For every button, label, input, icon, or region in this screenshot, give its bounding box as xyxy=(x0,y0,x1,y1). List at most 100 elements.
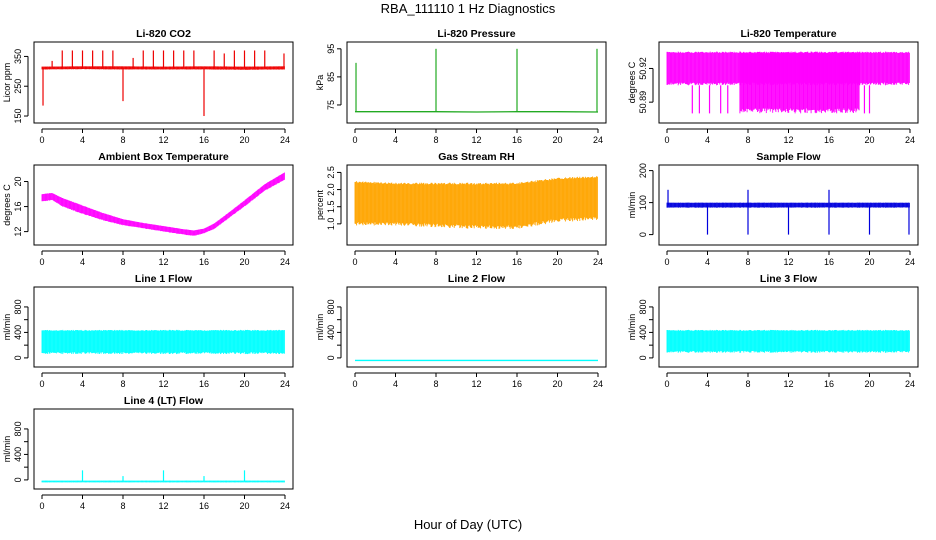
y-tick-label: 100 xyxy=(638,195,648,210)
y-tick-label: 200 xyxy=(638,163,648,178)
plot-frame xyxy=(346,41,607,124)
panel-line1-flow: Line 1 Flow ml/min 0 4 8 12 16 20 24 0 400 800 xyxy=(2,273,294,389)
x-tick-label: 24 xyxy=(593,257,603,267)
x-tick-label: 12 xyxy=(158,379,168,389)
x-tick-label: 4 xyxy=(80,501,85,511)
x-tick-label: 0 xyxy=(664,135,669,145)
panel-title: Li-820 Pressure xyxy=(437,28,515,40)
y-tick-label: 0 xyxy=(13,355,23,360)
y-tick-label: 0 xyxy=(638,232,648,237)
y-tick-label: 12 xyxy=(13,227,23,237)
x-tick-label: 8 xyxy=(433,135,438,145)
x-tick-label: 20 xyxy=(552,257,562,267)
panel-title: Li-820 CO2 xyxy=(136,28,191,40)
x-tick-label: 16 xyxy=(512,379,522,389)
y-tick-label: 400 xyxy=(326,325,336,340)
y-axis-label: ml/min xyxy=(627,192,637,219)
y-tick-label: 350 xyxy=(13,49,23,64)
y-tick-label: 95 xyxy=(326,44,336,54)
y-axis-label: ml/min xyxy=(2,314,12,341)
data-layer xyxy=(41,172,285,236)
x-tick-label: 16 xyxy=(824,379,834,389)
x-tick-label: 20 xyxy=(864,379,874,389)
x-tick-label: 0 xyxy=(39,257,44,267)
x-tick-label: 24 xyxy=(905,379,915,389)
panel-title: Line 4 (LT) Flow xyxy=(124,395,204,407)
x-tick-label: 24 xyxy=(280,135,290,145)
x-tick-label: 12 xyxy=(158,257,168,267)
plot-frame xyxy=(658,286,919,368)
x-tick-label: 12 xyxy=(783,135,793,145)
panel-title: Sample Flow xyxy=(756,151,821,163)
x-tick-label: 4 xyxy=(80,379,85,389)
panel-line2-flow: Line 2 Flow ml/min 0 4 8 12 16 20 24 0 400 800 xyxy=(315,273,607,389)
panel-sample-flow: Sample Flow ml/min 0 4 8 12 16 20 24 0 100 200 xyxy=(627,151,919,267)
x-tick-label: 16 xyxy=(199,135,209,145)
x-tick-label: 12 xyxy=(471,379,481,389)
x-tick-label: 12 xyxy=(158,135,168,145)
y-tick-label: 0 xyxy=(13,477,23,482)
plot-frame xyxy=(658,41,919,124)
x-tick-label: 16 xyxy=(512,257,522,267)
x-tick-label: 8 xyxy=(120,135,125,145)
x-tick-label: 16 xyxy=(199,379,209,389)
y-tick-label: 2.0 xyxy=(326,183,336,196)
x-tick-label: 4 xyxy=(80,257,85,267)
x-tick-label: 20 xyxy=(239,135,249,145)
x-tick-label: 20 xyxy=(552,379,562,389)
plot-frame xyxy=(346,286,607,368)
data-layer xyxy=(355,48,599,113)
plot-frame xyxy=(33,164,294,246)
x-tick-label: 4 xyxy=(393,379,398,389)
x-tick-label: 12 xyxy=(471,257,481,267)
y-tick-label: 400 xyxy=(638,325,648,340)
y-tick-label: 0 xyxy=(638,355,648,360)
panel-co2: Li-820 CO2 Licor ppm 0 4 8 12 16 20 24 150 250 350 xyxy=(2,28,294,145)
y-axis-label: degrees C xyxy=(627,61,637,103)
panel-rh: Gas Stream RH percent 0 4 8 12 16 20 24 1.0 1.5 2.0… xyxy=(315,151,607,267)
x-tick-label: 24 xyxy=(593,135,603,145)
x-tick-label: 4 xyxy=(393,135,398,145)
x-tick-label: 24 xyxy=(905,135,915,145)
y-axis-label: ml/min xyxy=(315,314,325,341)
x-tick-label: 0 xyxy=(664,257,669,267)
panel-title: Gas Stream RH xyxy=(438,151,514,163)
plot-frame xyxy=(33,286,294,368)
y-tick-label: 800 xyxy=(638,299,648,314)
x-tick-label: 0 xyxy=(352,257,357,267)
x-tick-label: 0 xyxy=(352,379,357,389)
plot-frame xyxy=(33,41,294,124)
x-tick-label: 0 xyxy=(39,135,44,145)
panel-title: Line 2 Flow xyxy=(448,273,506,285)
x-tick-label: 12 xyxy=(471,135,481,145)
data-layer xyxy=(666,329,910,353)
x-tick-label: 20 xyxy=(864,135,874,145)
y-tick-label: 85 xyxy=(326,72,336,82)
x-tick-label: 8 xyxy=(120,257,125,267)
x-tick-label: 16 xyxy=(824,135,834,145)
x-tick-label: 12 xyxy=(783,257,793,267)
y-tick-label: 50.92 xyxy=(638,57,648,80)
y-tick-label: 800 xyxy=(326,299,336,314)
x-tick-label: 24 xyxy=(593,379,603,389)
x-tick-label: 4 xyxy=(393,257,398,267)
plot-frame xyxy=(33,408,294,490)
x-tick-label: 0 xyxy=(664,379,669,389)
y-axis-label: Licor ppm xyxy=(2,63,12,103)
y-axis-label: kPa xyxy=(315,75,325,91)
y-tick-label: 20 xyxy=(13,177,23,187)
x-tick-label: 20 xyxy=(864,257,874,267)
panel-title: Line 1 Flow xyxy=(135,273,193,285)
x-tick-label: 12 xyxy=(783,379,793,389)
x-tick-label: 4 xyxy=(80,135,85,145)
data-layer xyxy=(41,470,285,483)
data-layer xyxy=(41,50,285,117)
y-tick-label: 50.89 xyxy=(638,91,648,114)
x-tick-label: 20 xyxy=(239,257,249,267)
panel-licor-temp: Li-820 Temperature degrees C 0 4 8 12 16 20 24 50… xyxy=(627,28,919,145)
data-layer xyxy=(666,51,910,114)
y-tick-label: 16 xyxy=(13,202,23,212)
y-tick-label: 2.5 xyxy=(326,166,336,179)
x-tick-label: 12 xyxy=(158,501,168,511)
